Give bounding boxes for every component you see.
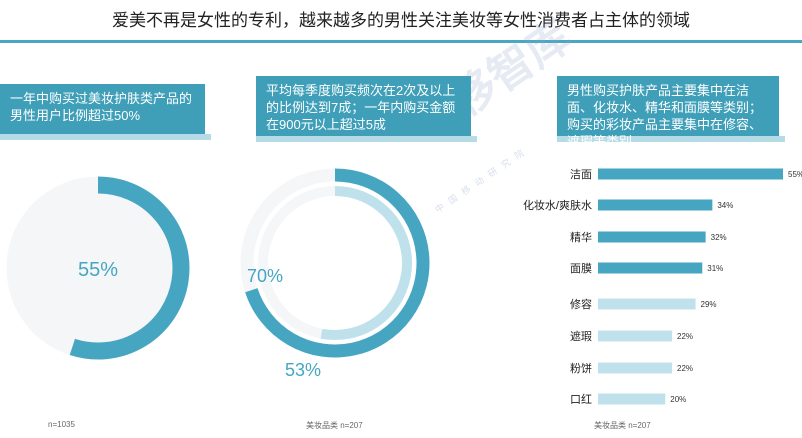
bar	[598, 298, 696, 310]
panel2-text: 平均每季度购买频次在2次及以上的比例达到7成；一年内购买金额在900元以上超过5…	[266, 83, 456, 132]
bar	[598, 262, 703, 274]
bar-value-label: 20%	[670, 395, 686, 404]
bar-value-label: 32%	[711, 233, 727, 242]
bar-value-label: 22%	[677, 332, 693, 341]
donut2-outer-arc	[245, 168, 430, 358]
bar	[598, 393, 666, 405]
donut1-track	[6, 176, 190, 360]
bar-value-label: 55%	[788, 170, 802, 179]
donut2-inner-arc	[320, 186, 412, 340]
bar-value-label: 34%	[717, 201, 733, 210]
donut2-outer-label: 70%	[247, 266, 283, 286]
title-divider	[0, 40, 802, 43]
bar-category-label: 修容	[570, 297, 592, 311]
page-title: 爱美不再是女性的专利，越来越多的男性关注美妆等女性消费者占主体的领域	[112, 11, 690, 30]
donut1-arc	[69, 176, 190, 360]
bar-category-label: 化妆水/爽肤水	[523, 198, 592, 212]
bar	[598, 330, 672, 342]
panel1-text: 一年中购买过美妆护肤类产品的男性用户比例超过50%	[10, 91, 193, 123]
bar-category-label: 面膜	[570, 262, 592, 275]
bar-category-label: 洁面	[570, 168, 592, 181]
panel3-sample-note: 美妆品类 n=207	[594, 421, 651, 430]
donut2-inner-label: 53%	[285, 360, 321, 380]
bar-category-label: 遮瑕	[570, 329, 592, 343]
panel2-sample-note: 美妆品类 n=207	[306, 421, 363, 430]
bar-category-label: 口红	[570, 393, 592, 406]
panel3-text: 男性购买护肤产品主要集中在洁面、化妆水、精华和面膜等类别；购买的彩妆产品主要集中…	[567, 83, 763, 149]
bar	[598, 362, 672, 374]
bar-value-label: 22%	[677, 364, 693, 373]
bar-value-label: 31%	[707, 264, 723, 273]
bar	[598, 231, 706, 243]
bar-value-label: 29%	[701, 300, 717, 309]
donut1-value-label: 55%	[78, 259, 118, 281]
bar-category-label: 粉饼	[570, 361, 592, 375]
panel2-callout: 平均每季度购买频次在2次及以上的比例达到7成；一年内购买金额在900元以上超过5…	[256, 76, 477, 142]
bar	[598, 199, 713, 211]
bar	[598, 168, 783, 180]
panel1-sample-note: n=1035	[48, 420, 75, 429]
bar-category-label: 精华	[570, 230, 592, 244]
